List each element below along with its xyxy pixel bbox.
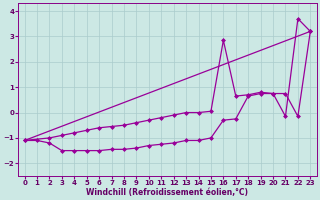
X-axis label: Windchill (Refroidissement éolien,°C): Windchill (Refroidissement éolien,°C) — [86, 188, 248, 197]
